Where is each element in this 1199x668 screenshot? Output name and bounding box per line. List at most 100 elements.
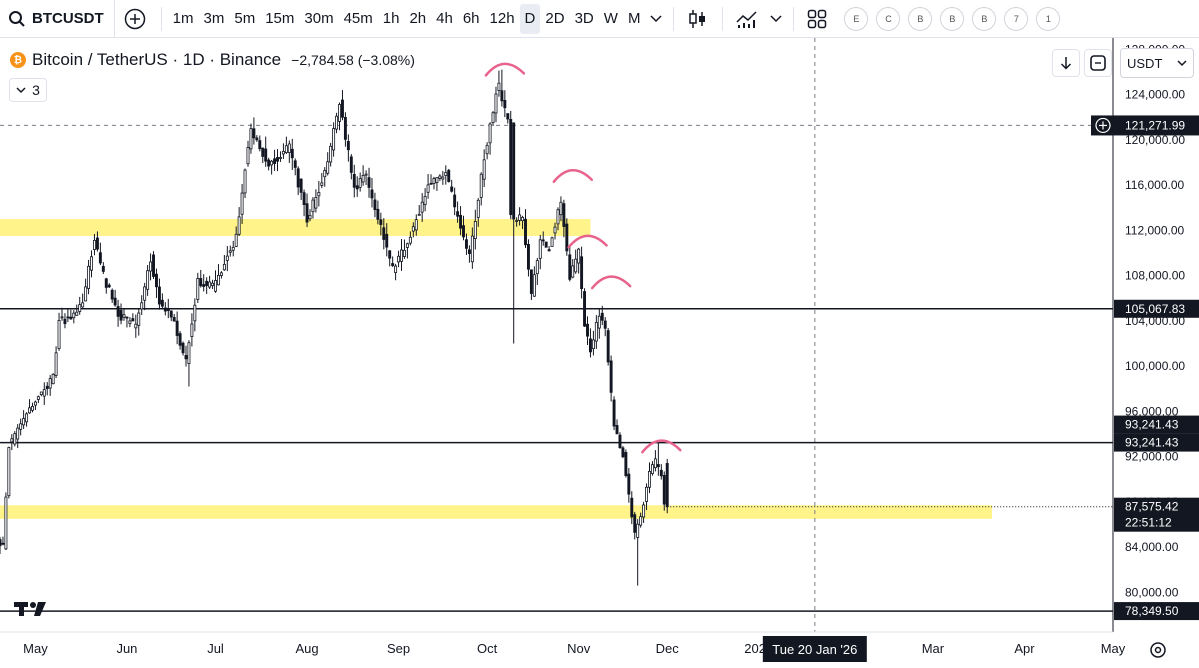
candle-body <box>497 82 501 91</box>
candle <box>414 214 418 236</box>
candle-body <box>323 170 327 178</box>
candle <box>4 492 8 551</box>
candle-body <box>57 320 61 349</box>
candle <box>544 241 548 248</box>
candle-body <box>467 249 471 255</box>
timeframe-more-button[interactable] <box>645 0 667 38</box>
timeframe-4h-button[interactable]: 4h <box>436 10 453 27</box>
candle <box>400 239 403 271</box>
candle-body <box>128 320 132 324</box>
indicators-more-button[interactable] <box>765 0 787 38</box>
download-button[interactable] <box>1052 49 1080 77</box>
last-price-label-text: 87,575.42 <box>1125 500 1179 514</box>
timeframe-d-button[interactable]: D <box>519 3 541 34</box>
timeframe-w-button[interactable]: W <box>603 10 618 27</box>
timeframe-12h-button[interactable]: 12h <box>489 10 515 27</box>
settings-icon[interactable] <box>1150 642 1166 658</box>
indicator-badge[interactable]: B <box>972 6 997 31</box>
candle <box>214 270 217 293</box>
indicator-badge[interactable]: C <box>876 6 901 31</box>
candle <box>441 170 445 185</box>
price-tick-label: 96,000.00 <box>1125 404 1179 418</box>
fullscreen-button[interactable] <box>1084 49 1112 77</box>
candle <box>305 193 309 228</box>
candle <box>84 278 88 302</box>
candle-body <box>621 447 625 458</box>
candle <box>60 307 64 321</box>
candle-body <box>343 117 347 140</box>
indicators-button[interactable] <box>729 0 765 38</box>
timeframe-2h-button[interactable]: 2h <box>409 10 427 27</box>
chart-type-button[interactable] <box>680 0 716 38</box>
price-chart[interactable]: 80,000.0084,000.0088,000.0092,000.0096,0… <box>0 38 1199 668</box>
currency-select[interactable]: USDT <box>1120 48 1194 78</box>
candle <box>31 402 34 413</box>
candle <box>367 167 371 198</box>
candle <box>190 313 194 347</box>
price-tick-label: 92,000.00 <box>1125 450 1179 464</box>
indicator-badge[interactable]: 1 <box>1036 6 1061 31</box>
candle-body <box>290 148 294 159</box>
candle-body <box>270 160 274 166</box>
candle <box>329 142 333 167</box>
symbol-search[interactable]: BTCUSDT <box>0 0 115 38</box>
timeframe-15m-button[interactable]: 15m <box>265 10 295 27</box>
candle-body <box>31 405 34 411</box>
candle-body <box>633 514 637 533</box>
indicator-badge[interactable]: E <box>844 6 869 31</box>
candle-body <box>591 339 595 350</box>
candle-body <box>618 434 622 448</box>
timeframe-3m-button[interactable]: 3m <box>203 10 225 27</box>
candle-body <box>305 203 309 223</box>
candle <box>491 111 495 127</box>
candle <box>379 212 383 236</box>
timeframe-30m-button[interactable]: 30m <box>304 10 334 27</box>
candle-body <box>225 255 229 261</box>
layouts-button[interactable] <box>800 0 834 38</box>
candle-body <box>146 270 150 290</box>
add-alert-icon[interactable] <box>1095 117 1111 134</box>
timeframe-1m-button[interactable]: 1m <box>172 10 194 27</box>
candle <box>444 165 448 185</box>
time-tick-label: Apr <box>1014 641 1035 656</box>
timeframe-1h-button[interactable]: 1h <box>382 10 400 27</box>
timeframe-5m-button[interactable]: 5m <box>234 10 256 27</box>
candle-body <box>66 316 70 319</box>
timeframe-6h-button[interactable]: 6h <box>462 10 480 27</box>
candle-body <box>509 118 513 215</box>
candle-body <box>645 486 649 502</box>
price-axis: 80,000.0084,000.0088,000.0092,000.0096,0… <box>1112 38 1199 668</box>
candle-body <box>538 239 542 259</box>
candle <box>252 117 256 145</box>
compare-button[interactable] <box>115 0 155 38</box>
candle-body <box>355 185 359 190</box>
timeframe-2d-button[interactable]: 2D <box>545 10 565 27</box>
candle <box>612 396 616 431</box>
candle <box>588 328 592 358</box>
indicator-badge[interactable]: B <box>940 6 965 31</box>
indicator-badge[interactable]: B <box>908 6 933 31</box>
peak-arc-annotation <box>641 439 682 454</box>
price-tick-label: 84,000.00 <box>1125 540 1179 554</box>
candle <box>597 308 601 339</box>
candle-body <box>222 263 226 271</box>
candle-body <box>338 104 341 122</box>
timeframe-45m-button[interactable]: 45m <box>343 10 373 27</box>
indicator-badge[interactable]: 7 <box>1004 6 1029 31</box>
chart-legend: ₿ Bitcoin / TetherUS · 1D · Binance −2,7… <box>10 50 415 70</box>
candle-body <box>550 237 554 247</box>
timeframe-3d-button[interactable]: 3D <box>574 10 594 27</box>
timeframe-m-button[interactable]: M <box>627 10 641 27</box>
legend-collapse-button[interactable]: 3 <box>9 78 47 102</box>
candle <box>553 222 557 240</box>
candle <box>488 122 492 155</box>
candle <box>28 399 31 414</box>
candle <box>98 242 102 266</box>
candle-body <box>110 289 114 300</box>
candle-body <box>420 201 424 213</box>
candlestick-icon <box>689 9 706 28</box>
candle-body <box>349 156 353 173</box>
candle-body <box>107 284 111 288</box>
candle <box>547 246 551 252</box>
candle-body <box>630 497 634 518</box>
